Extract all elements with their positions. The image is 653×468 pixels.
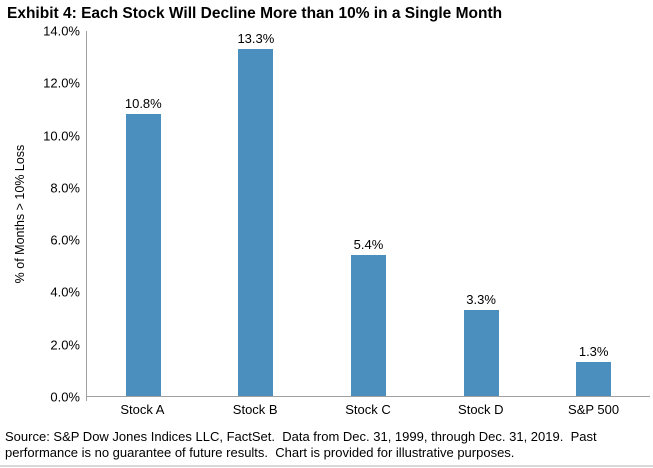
bottom-edge-divider [0,465,653,467]
bar-value-label: 3.3% [466,291,496,307]
bar [350,255,386,396]
x-axis-category-label: Stock B [232,402,278,417]
x-axis-category-label: Stock A [120,402,165,417]
y-axis-ticks: 0.0% 2.0% 4.0% 6.0% 8.0% 10.0% 12.0% 14.0% [0,25,80,404]
x-axis-labels: Stock A Stock B Stock C Stock D S&P 500 [86,402,650,417]
y-axis-tick-label: 14.0% [43,23,80,39]
bar [463,309,499,396]
bar-group-4: 3.3% [425,31,538,396]
chart-title: Exhibit 4: Each Stock Will Decline More … [7,5,503,22]
bar-group-1: 10.8% [87,31,200,396]
plot-area: 10.8% 13.3% 5.4% 3.3% 1.3% [86,31,650,401]
y-axis-tick-label: 10.0% [43,128,80,144]
y-axis-tick-label: 2.0% [50,337,80,353]
bar-value-label: 5.4% [353,237,384,253]
origin-tick [86,396,87,401]
y-axis-tick-label: 12.0% [43,75,80,91]
x-axis-category-label: S&P 500 [568,402,620,417]
y-axis-tick-label: 0.0% [50,389,80,405]
y-axis-tick-label: 8.0% [50,180,80,196]
bar-value-label: 1.3% [578,344,609,360]
y-axis-tick-label: 6.0% [50,232,80,248]
bar-value-label: 13.3% [237,31,275,47]
bar [238,49,274,396]
bar-group-3: 5.4% [312,31,425,396]
x-axis-category-label: Stock D [458,402,504,417]
source-note: Source: S&P Dow Jones Indices LLC, FactS… [5,429,597,461]
source-note-line-1: Source: S&P Dow Jones Indices LLC, FactS… [5,429,597,444]
bar-value-label: 10.8% [124,96,162,112]
bar-group-5: 1.3% [537,31,650,396]
bar [576,362,612,396]
x-axis-category-label: Stock C [345,402,391,417]
y-axis-tick-label: 4.0% [50,284,80,300]
source-note-line-2: performance is no guarantee of future re… [5,445,515,460]
bar [125,114,161,396]
bar-group-2: 13.3% [200,31,313,396]
